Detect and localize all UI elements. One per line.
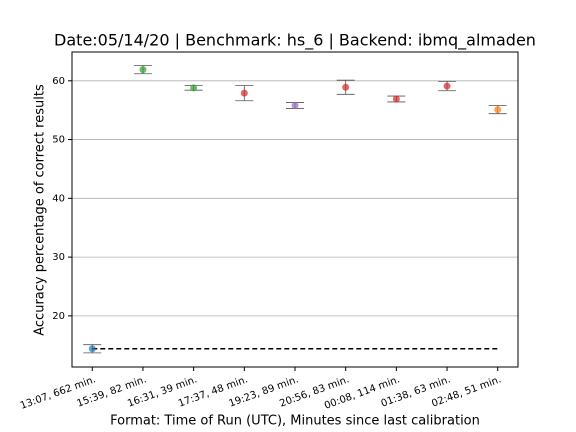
chart-title: Date:05/14/20 | Benchmark: hs_6 | Backen… [54, 31, 536, 51]
y-tick-label: 60 [52, 76, 65, 87]
point [291, 101, 299, 109]
point [392, 95, 400, 103]
plot-frame [71, 51, 519, 368]
x-axis-label: Format: Time of Run (UTC), Minutes since… [110, 414, 480, 429]
point [139, 66, 147, 74]
point [494, 106, 502, 114]
y-tick-label: 40 [52, 193, 65, 204]
y-tick-label: 50 [52, 135, 65, 146]
y-axis-label: Accuracy percentage of correct results [33, 84, 48, 336]
point [88, 345, 96, 353]
y-tick-label: 30 [52, 252, 65, 263]
point [443, 82, 451, 90]
point [190, 84, 198, 92]
point [342, 83, 350, 91]
y-tick-label: 20 [52, 311, 65, 322]
point [240, 89, 248, 97]
